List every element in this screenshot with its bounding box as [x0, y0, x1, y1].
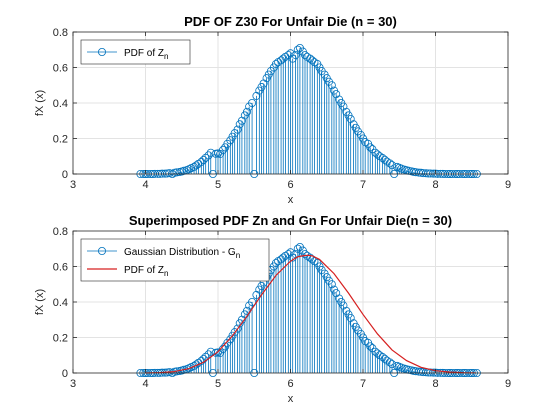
stem-marker — [216, 149, 225, 158]
stem-marker — [293, 244, 302, 253]
stem-marker — [190, 361, 199, 370]
y-tick-label: 0.2 — [53, 134, 68, 146]
y-tick-label: 0 — [62, 368, 68, 380]
stem-marker — [184, 364, 193, 373]
stem-marker — [194, 159, 203, 168]
stem-marker — [197, 157, 206, 166]
stem-series — [136, 43, 481, 178]
x-tick-label: 4 — [142, 378, 148, 390]
subplot-2: 3 4 5 6 7 8 9 0 0.2 0.4 0.6 0.8 Superimposed PDF Zn … — [34, 213, 511, 405]
stem-series — [136, 242, 481, 377]
x-axis-label: x — [288, 194, 294, 206]
x-tick-label: 6 — [287, 378, 293, 390]
y-tick-label: 0.4 — [53, 297, 68, 309]
legend-entry-text: PDF of Z — [124, 48, 164, 59]
legend-box — [80, 238, 270, 282]
stem-marker — [327, 81, 336, 90]
y-tick-label: 0.6 — [53, 63, 68, 75]
stem-marker — [385, 358, 394, 367]
x-tick-label: 7 — [360, 378, 366, 390]
legend-entry-subscript: n — [164, 52, 168, 61]
x-tick-label: 3 — [70, 179, 76, 191]
stem-marker — [199, 155, 208, 164]
stem-marker — [201, 153, 210, 162]
legend-entry-text: PDF of Z — [124, 265, 164, 276]
stem-marker — [248, 297, 257, 306]
y-tick-label: 0.8 — [53, 226, 68, 238]
legend-entry-text: Gaussian Distribution - G — [124, 247, 236, 258]
line-series — [145, 254, 476, 374]
stem-marker — [286, 49, 295, 58]
stem-marker — [327, 280, 336, 289]
stem-marker — [248, 99, 257, 108]
stem-marker — [366, 143, 375, 152]
y-axis-label: fX (x) — [34, 90, 46, 116]
stem-marker — [286, 248, 295, 257]
x-tick-label: 4 — [142, 179, 148, 191]
legend-swatch-marker — [98, 246, 107, 255]
x-tick-label: 9 — [505, 378, 511, 390]
legend: PDF of Zn — [80, 39, 191, 65]
x-axis-label: x — [288, 393, 294, 405]
subplot-1: 3 4 5 6 7 8 9 0 0.2 0.4 0.6 0.8 PDF OF Z30 For Unfai… — [34, 14, 511, 206]
legend-entry-subscript: n — [236, 251, 240, 260]
x-tick-label: 5 — [215, 378, 221, 390]
stem-marker — [184, 165, 193, 174]
x-tick-label: 6 — [287, 179, 293, 191]
stem-marker — [293, 45, 302, 54]
x-tick-label: 9 — [505, 179, 511, 191]
legend-entry-subscript: n — [164, 269, 168, 278]
legend-entry-label: PDF of Zn — [124, 48, 168, 61]
y-axis-label: fX (x) — [34, 289, 46, 315]
stem-marker — [179, 166, 188, 175]
legend-swatch-marker — [98, 48, 107, 57]
legend-entry-label: PDF of Zn — [124, 265, 168, 278]
y-tick-label: 0 — [62, 169, 68, 181]
chart-title: Superimposed PDF Zn and Gn For Unfair Di… — [129, 213, 452, 228]
stem-marker — [219, 145, 228, 154]
x-tick-label: 8 — [432, 179, 438, 191]
y-tick-label: 0.8 — [53, 27, 68, 39]
chart-title: PDF OF Z30 For Unfair Die (n = 30) — [184, 14, 397, 29]
stem-marker — [233, 125, 242, 134]
stem-marker — [366, 342, 375, 351]
stem-marker — [291, 51, 300, 60]
legend-entry-label: Gaussian Distribution - Gn — [124, 247, 240, 260]
y-tick-label: 0.4 — [53, 98, 68, 110]
x-tick-label: 8 — [432, 378, 438, 390]
x-tick-label: 5 — [215, 179, 221, 191]
stem-marker — [387, 360, 396, 369]
y-tick-label: 0.2 — [53, 333, 68, 345]
stem-marker — [242, 107, 251, 116]
x-tick-label: 7 — [360, 179, 366, 191]
stem-marker — [190, 162, 199, 171]
stem-marker — [385, 159, 394, 168]
stem-marker — [233, 324, 242, 333]
stem-marker — [387, 161, 396, 170]
x-tick-label: 3 — [70, 378, 76, 390]
y-tick-label: 0.6 — [53, 262, 68, 274]
